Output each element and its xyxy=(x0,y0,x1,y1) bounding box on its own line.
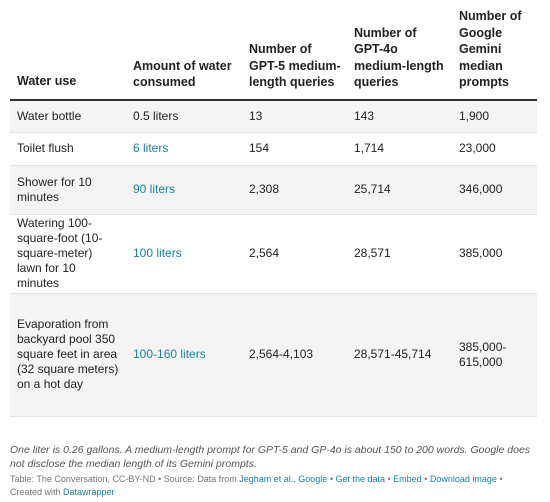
footer-separator: • xyxy=(421,474,430,484)
column-header-amount[interactable]: Amount of water consumed xyxy=(126,0,242,101)
cell-amount-link[interactable]: 90 liters xyxy=(126,165,242,215)
table-row: Shower for 10 minutes 90 liters 2,308 25… xyxy=(10,165,537,215)
water-use-table: Water use Amount of water consumed Numbe… xyxy=(10,0,537,417)
cell-water-use: Watering 100-square-foot (10-square-mete… xyxy=(10,214,126,294)
column-header-gemini[interactable]: Number of Google Gemini median prompts xyxy=(452,0,537,101)
table-row: Water bottle 0.5 liters 13 143 1,900 xyxy=(10,99,537,133)
cell-amount: 0.5 liters xyxy=(126,99,242,133)
cell-gpt5: 13 xyxy=(242,99,347,133)
cell-amount-link[interactable]: 100 liters xyxy=(126,214,242,294)
cell-gpt4o: 1,714 xyxy=(347,132,452,166)
cell-gemini: 385,000-615,000 xyxy=(452,293,537,417)
cell-gpt4o: 28,571-45,714 xyxy=(347,293,452,417)
cell-gpt4o: 143 xyxy=(347,99,452,133)
cell-gpt5: 154 xyxy=(242,132,347,166)
cell-amount-link[interactable]: 6 liters xyxy=(126,132,242,166)
cell-gemini: 346,000 xyxy=(452,165,537,215)
source-link[interactable]: Jegham et al., Google xyxy=(239,474,328,484)
table-header-row: Water use Amount of water consumed Numbe… xyxy=(10,0,537,101)
cell-gpt5: 2,564 xyxy=(242,214,347,294)
cell-gpt5: 2,564-4,103 xyxy=(242,293,347,417)
table-footer: Table: The Conversation, CC-BY-ND • Sour… xyxy=(10,473,542,498)
column-header-gpt5[interactable]: Number of GPT-5 medium-length queries xyxy=(242,0,347,101)
embed-link[interactable]: Embed xyxy=(393,474,422,484)
datawrapper-link[interactable]: Datawrapper xyxy=(63,486,115,497)
footer-credit: Table: The Conversation, CC-BY-ND • Sour… xyxy=(10,474,240,484)
column-header-water-use[interactable]: Water use xyxy=(10,0,126,101)
table-row: Toilet flush 6 liters 154 1,714 23,000 xyxy=(10,132,537,166)
cell-amount-link[interactable]: 100-160 liters xyxy=(126,293,242,417)
column-header-gpt4o[interactable]: Number of GPT-4o medium-length queries xyxy=(347,0,452,101)
cell-gpt4o: 25,714 xyxy=(347,165,452,215)
footer-separator: • xyxy=(327,474,336,484)
cell-water-use: Toilet flush xyxy=(10,132,126,166)
footer-separator: • xyxy=(385,474,394,484)
created-with-label: Created with xyxy=(10,486,64,497)
cell-gpt5: 2,308 xyxy=(242,165,347,215)
table-note: One liter is 0.26 gallons. A medium-leng… xyxy=(10,444,531,470)
cell-water-use: Evaporation from backyard pool 350 squar… xyxy=(10,293,126,417)
get-the-data-link[interactable]: Get the data xyxy=(335,474,386,484)
table-row: Watering 100-square-foot (10-square-mete… xyxy=(10,214,537,294)
cell-gemini: 385,000 xyxy=(452,214,537,294)
cell-water-use: Shower for 10 minutes xyxy=(10,165,126,215)
cell-gemini: 23,000 xyxy=(452,132,537,166)
table-row: Evaporation from backyard pool 350 squar… xyxy=(10,293,537,417)
download-image-link[interactable]: Download image xyxy=(429,474,497,484)
cell-gemini: 1,900 xyxy=(452,99,537,133)
cell-water-use: Water bottle xyxy=(10,99,126,133)
footer-separator: • xyxy=(496,474,503,484)
cell-gpt4o: 28,571 xyxy=(347,214,452,294)
